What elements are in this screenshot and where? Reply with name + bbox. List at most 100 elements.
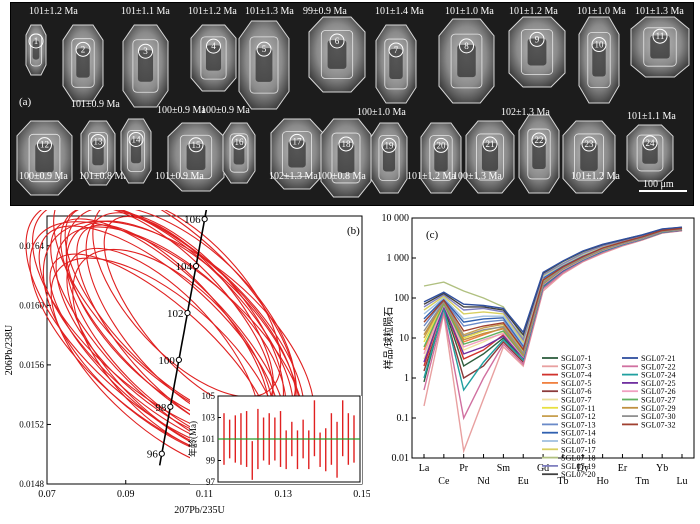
grain-core: [32, 40, 40, 60]
grain-number: 7: [394, 45, 399, 55]
x-tick-label: 0.07: [38, 489, 56, 500]
ree-series-line: [423, 227, 683, 351]
y-tick-label: 10 000: [382, 213, 410, 224]
grain-age-label: 100±1.3 Ma: [453, 171, 502, 182]
legend-label: SGL07-12: [561, 412, 596, 421]
legend-label: SGL07-17: [561, 445, 596, 454]
spot-circle: [482, 136, 498, 152]
grain-age-label: 101±1.0 Ma: [445, 6, 494, 17]
grain-number: 12: [40, 140, 49, 150]
grain-number: 6: [335, 36, 340, 46]
scale-bar-label: 100 μm: [643, 179, 674, 190]
legend-label: SGL07-13: [561, 420, 596, 429]
x-tick-label: 0.15: [353, 489, 370, 500]
legend-label: SGL07-25: [641, 379, 676, 388]
spot-circle: [329, 33, 345, 49]
grain-age-label: 101±1.2 Ma: [571, 171, 620, 182]
zircon-grain: 1: [25, 24, 47, 76]
inset-y-axis-label: 年龄(Ma): [187, 421, 198, 457]
legend-label: SGL07-24: [641, 371, 676, 380]
legend-label: SGL07-18: [561, 454, 596, 463]
concordia-age-marker: [167, 403, 174, 410]
grain-zoning: [429, 135, 453, 181]
x-axis-label: 207Pb/235U: [174, 505, 225, 516]
concordia-chart: (b) 0.07 0.09 0.11 0.13 0.15 0.0148 0.0152 0.015…: [4, 184, 371, 516]
grain-zoning: [527, 128, 551, 180]
legend-label: SGL07-30: [641, 412, 676, 421]
zircon-grain: 20: [420, 122, 462, 194]
zircon-grain: 17: [270, 118, 324, 190]
x-tick-label: Gd: [537, 463, 549, 474]
zircon-grain: 11: [630, 16, 690, 78]
grain-age-label: 99±0.9 Ma: [303, 6, 347, 17]
grain-age-label: 101±1.2 Ma: [29, 6, 78, 17]
zircon-grain: 8: [438, 18, 495, 104]
legend-label: SGL07-32: [641, 420, 676, 429]
grain-age-label: 102±1.3 Ma: [269, 171, 318, 182]
legend-label: SGL07-11: [561, 404, 595, 413]
x-tick-label: Tb: [557, 476, 568, 487]
x-tick-label: Ce: [438, 476, 450, 487]
grain-zoning: [282, 131, 312, 177]
x-tick-label: 0.13: [275, 489, 293, 500]
y-tick-label: 0.1: [397, 413, 410, 424]
grain-number: 23: [585, 139, 595, 149]
grain-zoning: [384, 38, 408, 90]
grain-zoning: [88, 132, 108, 174]
zircon-grain: 6: [308, 16, 366, 93]
grain-number: 3: [143, 46, 148, 56]
zircon-grain: 4: [190, 24, 237, 92]
legend-label: SGL07-5: [561, 379, 591, 388]
y-tick-label: 0.0152: [19, 419, 44, 429]
zircon-grain: 12: [16, 120, 73, 196]
ree-chart: (c) 0.01 0.1 1 10 100 1 000 10 000 样品/球粒陨石 La Ce Pr…: [382, 213, 695, 487]
y-tick-label: 1: [404, 373, 409, 384]
grain-age-label: 101±1.1 Ma: [627, 111, 676, 122]
grain-age-label: 101±1.0 Ma: [577, 6, 626, 17]
x-tick-label: Yb: [656, 463, 668, 474]
zircon-grain: 10: [578, 16, 620, 104]
spot-circle: [433, 137, 449, 153]
grain-age-label: 101±1.2 Ma: [188, 6, 237, 17]
grain-age-label: 101±0.9 Ma: [71, 99, 120, 110]
grain-core: [527, 38, 547, 66]
spot-circle: [128, 131, 144, 147]
grain-core: [337, 143, 355, 173]
zircon-grain: 16: [222, 122, 256, 184]
x-tick-label: Er: [618, 463, 628, 474]
concordia-age-label: 102: [167, 308, 184, 320]
ree-series-line: [423, 226, 683, 334]
grain-core: [35, 143, 54, 173]
inset-y-tick-label: 103: [202, 413, 216, 423]
zircon-grain: 22: [518, 114, 560, 194]
spot-circle: [289, 133, 305, 149]
grain-zoning: [200, 36, 227, 80]
grain-number: 17: [293, 136, 303, 146]
inset-y-tick-label: 99: [206, 456, 216, 466]
grain-zoning: [587, 32, 611, 88]
grain-age-label: 101±1.3 Ma: [635, 6, 684, 17]
grain-number: 2: [81, 44, 86, 54]
grain-age-label: 101±0.8 Ma: [79, 171, 128, 182]
grain-core: [255, 48, 273, 82]
x-tick-label: 0.09: [117, 489, 135, 500]
zircon-cl-images-panel: 1 101±1.2 Ma 2 101±0.9 Ma 3 101±1.1 Ma 4 101±1.…: [10, 2, 694, 206]
x-tick-label: Ho: [596, 476, 608, 487]
concordia-age-marker: [184, 309, 191, 317]
spot-circle: [256, 41, 272, 57]
legend-label: SGL07-26: [641, 387, 676, 396]
grain-number: 1: [34, 36, 39, 46]
grain-zoning: [643, 27, 677, 67]
spot-circle: [28, 33, 44, 49]
legend-label: SGL07-1: [561, 354, 591, 363]
y-axis-label: 206Pb/238U: [4, 324, 15, 375]
y-tick-label: 0.0156: [19, 360, 44, 370]
concordia-age-marker: [175, 356, 182, 364]
grain-zoning: [320, 30, 354, 79]
y-tick-label: 0.0148: [19, 479, 44, 489]
concordia-age-label: 104: [176, 261, 193, 273]
x-tick-label: Eu: [518, 476, 529, 487]
grain-age-label: 101±1.2 Ma: [407, 171, 456, 182]
grain-zoning: [127, 130, 145, 172]
grain-age-label: 100±0.9 Ma: [157, 105, 206, 116]
